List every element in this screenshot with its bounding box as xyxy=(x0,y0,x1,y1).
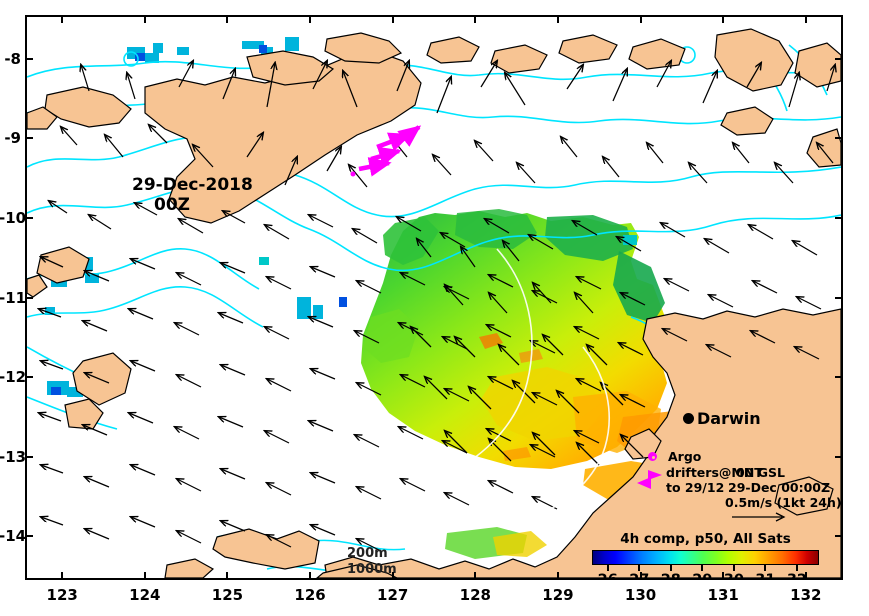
x-tick-label: 124 xyxy=(129,586,161,604)
drifter-origin-dot xyxy=(350,171,356,177)
colorbar-tick-label: 30 xyxy=(723,572,744,580)
y-tick-right xyxy=(835,455,843,458)
colorbar-gradient xyxy=(592,550,819,565)
colorbar: 4h comp, p50, All Sats 26 27 28 29 30 31 32 xyxy=(592,531,819,580)
y-tick-right xyxy=(835,137,843,140)
x-tick-label: 125 xyxy=(211,586,244,604)
argo-marker-icon xyxy=(648,452,657,461)
x-tick-label: 129 xyxy=(542,586,574,604)
x-tick-bottom xyxy=(391,572,394,580)
x-tick-label: 132 xyxy=(790,586,822,604)
y-tick-left xyxy=(25,455,33,458)
y-tick-label: -13 xyxy=(0,447,27,466)
colorbar-tick-labels: 26 27 28 29 30 31 32 xyxy=(592,572,819,580)
colorbar-tick xyxy=(669,565,672,571)
x-tick-top xyxy=(722,15,725,23)
colorbar-tick-label: 31 xyxy=(755,572,776,580)
colorbar-tick xyxy=(701,565,704,571)
drifter-date-line: to 29/12 xyxy=(666,480,725,495)
x-tick-bottom xyxy=(804,572,807,580)
x-tick-top xyxy=(309,15,312,23)
x-tick-label: 128 xyxy=(459,586,491,604)
y-tick-label: -9 xyxy=(4,129,21,148)
drifter-source-line: drifters@MNT xyxy=(666,465,763,480)
drifter-source-overlap: 00 GSL xyxy=(736,465,785,480)
velocity-scale-label: 0.5m/s (1kt 24h) xyxy=(725,495,842,510)
colorbar-tick-label: 28 xyxy=(660,572,681,580)
streamlines xyxy=(436,248,611,516)
x-tick-bottom xyxy=(639,572,642,580)
y-tick-label: -11 xyxy=(0,288,27,307)
y-tick-right xyxy=(835,216,843,219)
x-tick-bottom xyxy=(143,572,146,580)
y-tick-left xyxy=(25,137,33,140)
y-tick-left xyxy=(25,216,33,219)
darwin-city-label: Darwin xyxy=(697,409,761,428)
date-stamp-line1: 29-Dec-2018 xyxy=(132,175,253,195)
colorbar-tick-label: 32 xyxy=(786,572,808,580)
argo-legend-label: Argo xyxy=(668,449,702,464)
y-tick-left xyxy=(25,296,33,299)
drifter-date-overlap: 29-Dec 00:00Z xyxy=(728,480,831,495)
colorbar-tick-label: 29 xyxy=(692,572,713,580)
y-tick-right xyxy=(835,296,843,299)
y-tick-right xyxy=(835,535,843,538)
x-tick-bottom xyxy=(61,572,64,580)
y-tick-left xyxy=(25,535,33,538)
y-tick-label: -10 xyxy=(0,208,27,227)
drifter-arrow-icon xyxy=(648,470,662,480)
x-tick-bottom xyxy=(474,572,477,580)
date-stamp: 29-Dec-2018 00Z xyxy=(132,175,253,215)
x-tick-top xyxy=(226,15,229,23)
depth-contour-labels: 200m 1000m xyxy=(347,546,397,578)
colorbar-title: 4h comp, p50, All Sats xyxy=(620,531,791,547)
x-tick-bottom xyxy=(722,572,725,580)
x-tick-bottom xyxy=(309,572,312,580)
x-tick-top xyxy=(639,15,642,23)
x-tick-bottom xyxy=(226,572,229,580)
y-tick-label: -12 xyxy=(0,368,27,387)
velocity-scale-arrow xyxy=(732,512,786,522)
colorbar-tick xyxy=(732,565,735,571)
depth-contour-swatch xyxy=(347,579,407,580)
x-tick-label: 126 xyxy=(294,586,326,604)
colorbar-tick xyxy=(638,565,641,571)
y-tick-left xyxy=(25,376,33,379)
x-tick-label: 131 xyxy=(707,586,739,604)
x-tick-top xyxy=(556,15,559,23)
x-tick-top xyxy=(804,15,807,23)
x-tick-label: 123 xyxy=(46,586,78,604)
x-tick-top xyxy=(61,15,64,23)
colorbar-tick xyxy=(764,565,767,571)
colorbar-tick-label: 27 xyxy=(629,572,649,578)
colorbar-tick xyxy=(795,565,798,571)
x-tick-top xyxy=(143,15,146,23)
y-tick-label: -8 xyxy=(4,49,21,68)
y-tick-right xyxy=(835,57,843,60)
date-stamp-line2: 00Z xyxy=(154,195,190,215)
y-tick-right xyxy=(835,376,843,379)
colorbar-ticks xyxy=(592,565,819,572)
y-tick-left xyxy=(25,57,33,60)
x-tick-label: 130 xyxy=(624,586,657,604)
drifter-track xyxy=(358,125,422,177)
argo-marker-map xyxy=(637,477,651,489)
colorbar-tick xyxy=(606,565,609,571)
y-tick-label: -14 xyxy=(0,527,27,546)
darwin-city-dot xyxy=(683,413,694,424)
x-tick-label: 127 xyxy=(377,586,409,604)
x-tick-top xyxy=(391,15,394,23)
map-plot-area[interactable]: 29-Dec-2018 00Z 200m 1000m Darwin Argo d… xyxy=(25,15,843,580)
depth-label-200m: 200m xyxy=(347,546,388,561)
current-vectors xyxy=(39,61,835,552)
x-tick-bottom xyxy=(556,572,559,580)
depth-label-1000m: 1000m xyxy=(347,562,397,577)
colorbar-tick-label: 26 xyxy=(597,572,618,580)
map-canvas xyxy=(27,17,841,578)
x-tick-top xyxy=(474,15,477,23)
